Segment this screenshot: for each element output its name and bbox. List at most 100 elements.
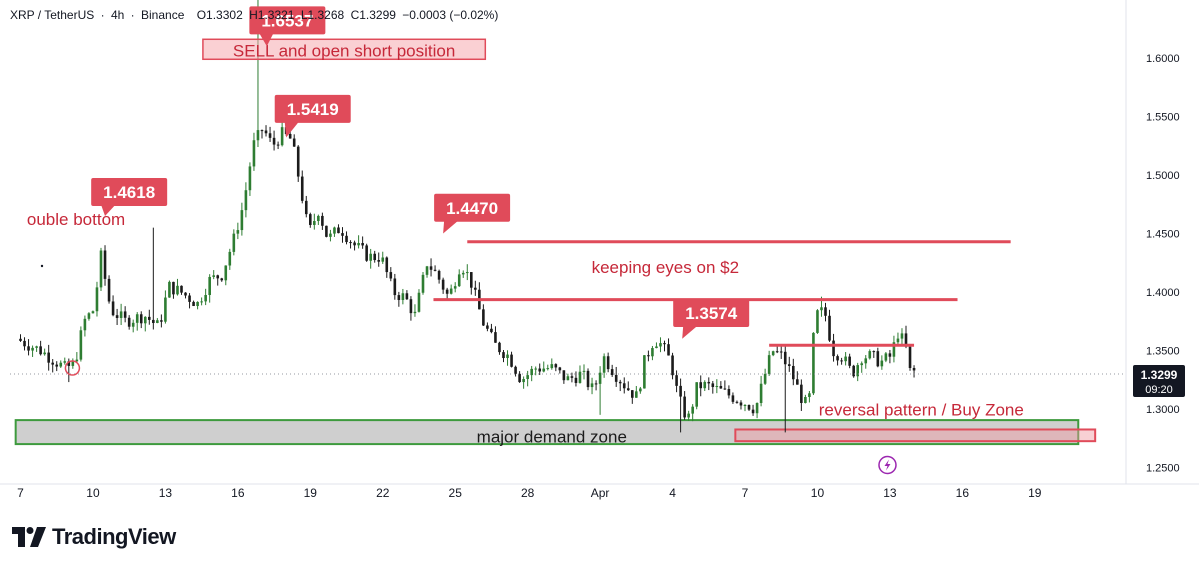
candle-body	[840, 360, 843, 362]
candle-body	[626, 388, 630, 391]
symbol-label[interactable]: XRP / TetherUS	[10, 8, 95, 22]
candle	[832, 333, 835, 362]
candle	[405, 290, 409, 300]
candle-body	[739, 402, 743, 406]
price-callout[interactable]: 1.5419	[274, 94, 351, 138]
candle-body	[337, 227, 340, 234]
candle-body	[457, 274, 461, 287]
candle	[852, 364, 855, 378]
y-tick-label: 1.5500	[1146, 112, 1180, 124]
price-callout[interactable]: 1.4618	[91, 177, 168, 216]
candle	[156, 318, 159, 324]
candle-body	[377, 260, 381, 262]
candle	[526, 370, 529, 387]
candle	[868, 349, 872, 360]
candle	[631, 390, 634, 404]
candle	[333, 226, 336, 237]
candle	[453, 282, 457, 293]
candle-body	[679, 385, 682, 397]
candle-body	[365, 245, 368, 261]
candle-body	[816, 310, 819, 333]
candle	[892, 335, 896, 363]
interval-label[interactable]: 4h	[110, 8, 125, 22]
x-tick-label: 19	[304, 486, 318, 500]
candle-body	[341, 233, 344, 236]
candle	[99, 247, 103, 291]
current-price-badge: 1.3299 09:20	[1133, 365, 1185, 398]
candle-body	[530, 368, 533, 376]
candle-body	[872, 351, 876, 353]
candle	[900, 328, 904, 347]
candle-body	[546, 368, 550, 370]
candle-body	[417, 292, 421, 312]
candle-body	[236, 230, 240, 234]
candle	[59, 360, 63, 368]
candle	[39, 340, 42, 356]
candle	[437, 269, 441, 284]
annotation-text-2: ouble bottom	[27, 210, 125, 229]
candle	[413, 304, 417, 317]
candle	[679, 378, 682, 433]
candle-body	[804, 397, 807, 403]
candle-body	[216, 275, 220, 279]
candle-body	[353, 242, 356, 246]
candle	[71, 358, 75, 369]
candle-body	[43, 352, 46, 355]
lightning-icon[interactable]	[878, 455, 897, 475]
candle	[763, 368, 767, 385]
tradingview-logo[interactable]: TradingView	[12, 522, 176, 552]
candle-body	[896, 338, 900, 343]
candle-body	[156, 320, 159, 323]
change-value: −0.0003 (−0.02%)	[402, 8, 499, 22]
price-callout[interactable]: 1.4470	[434, 193, 511, 234]
candle-body	[248, 166, 252, 191]
y-tick-label: 1.2500	[1146, 463, 1180, 475]
x-tick-label: 13	[159, 486, 173, 500]
price-callout[interactable]: 1.3574	[673, 299, 750, 339]
candle	[196, 301, 199, 310]
candle-body	[168, 281, 171, 298]
candle	[767, 350, 771, 376]
candle-body	[514, 366, 517, 374]
candle-body	[703, 381, 707, 389]
candle-body	[490, 328, 493, 333]
price-callout[interactable]: 1.6537	[249, 6, 326, 47]
candle	[184, 292, 187, 299]
candle	[429, 258, 433, 277]
candle	[317, 214, 320, 225]
candle	[598, 366, 602, 415]
candle	[856, 362, 859, 382]
candle-body	[329, 233, 332, 237]
x-tick-label: 19	[1028, 486, 1042, 500]
candle	[103, 245, 107, 286]
candle	[280, 121, 284, 147]
x-tick-label: 28	[521, 486, 535, 500]
candle-body	[610, 369, 614, 375]
candle	[393, 273, 397, 300]
candle-body	[79, 330, 83, 360]
candle-body	[357, 243, 360, 246]
annotation-text-3: keeping eyes on $2	[592, 258, 739, 277]
candle-body	[602, 356, 606, 373]
candle	[530, 365, 533, 382]
candle	[578, 365, 582, 384]
candle-body	[345, 235, 348, 243]
candle-body	[687, 413, 690, 418]
candle	[880, 355, 884, 370]
candle-body	[643, 355, 646, 389]
candle	[490, 323, 493, 334]
candle	[787, 356, 791, 372]
candle	[131, 319, 135, 333]
candle-body	[614, 374, 618, 382]
callout-box	[673, 299, 750, 328]
candle	[353, 240, 356, 251]
candle	[345, 231, 348, 245]
candle-body	[820, 307, 823, 311]
candle	[783, 346, 787, 433]
candle-body	[526, 375, 529, 380]
candle-body	[828, 315, 831, 341]
candle	[19, 334, 22, 342]
candle	[546, 364, 550, 371]
candle	[95, 281, 99, 317]
